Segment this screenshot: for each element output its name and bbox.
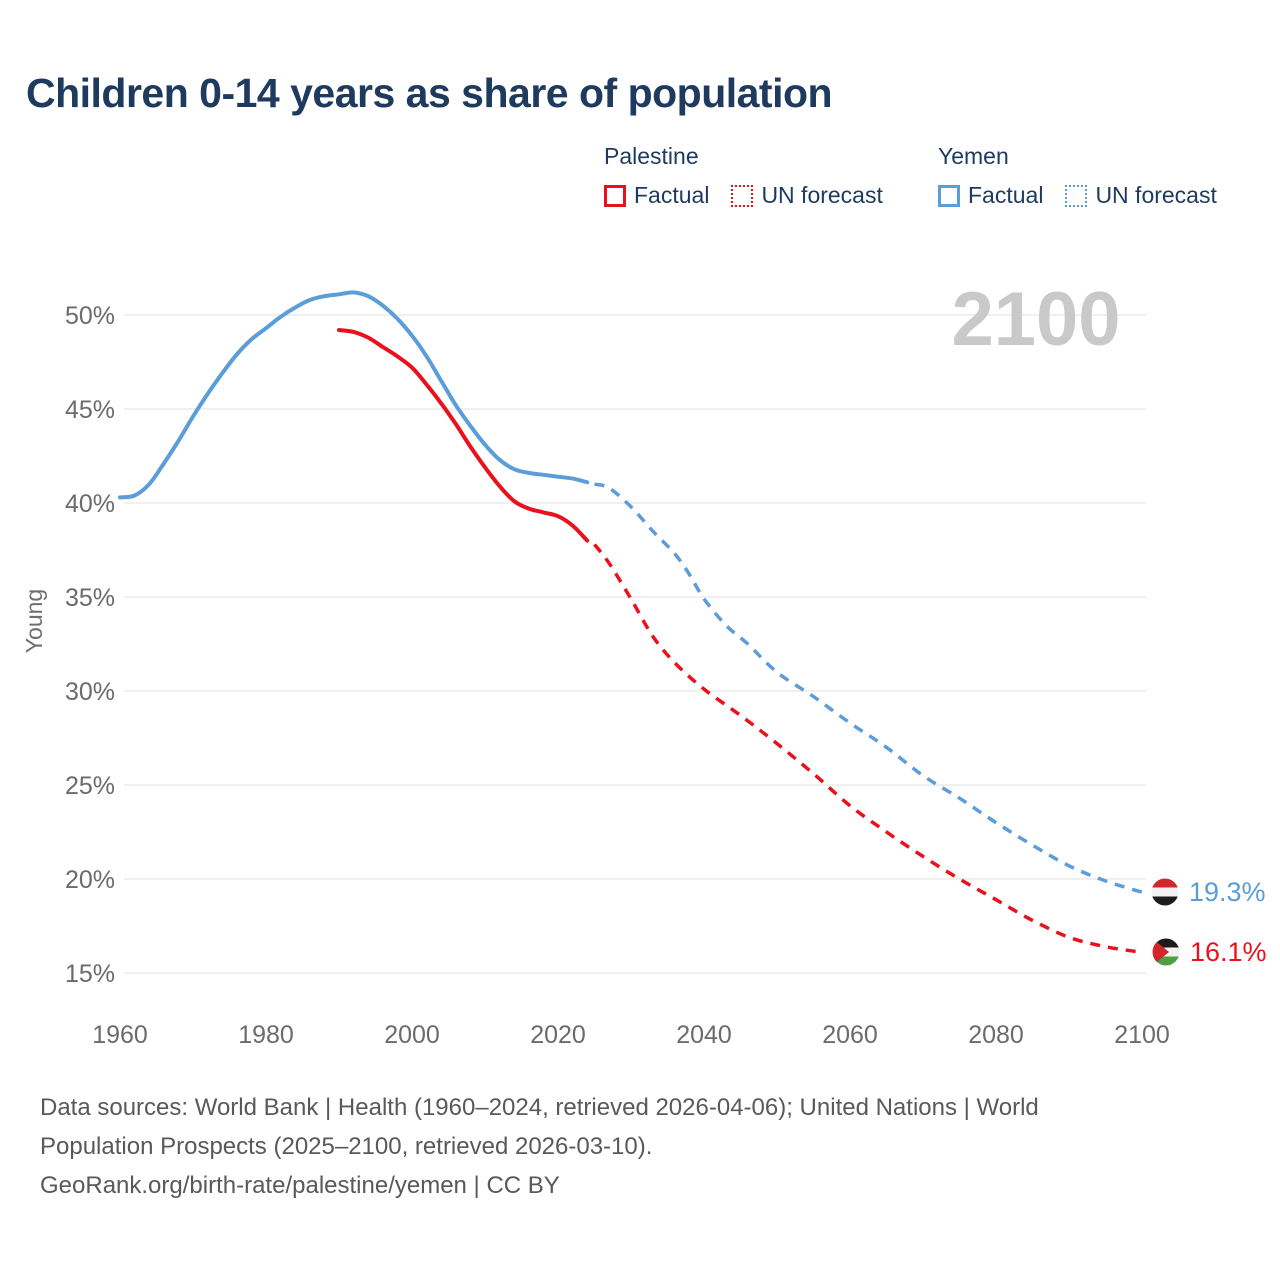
palestine-flag-icon [1152, 938, 1180, 966]
y-tick-label: 35% [65, 584, 115, 612]
palestine-end-value: 16.1% [1190, 937, 1267, 967]
y-tick-label: 15% [65, 960, 115, 988]
yemen-forecast-swatch-icon [1065, 184, 1088, 207]
legend-group-yemen: Yemen Factual UN forecast [938, 143, 1231, 209]
x-tick-label: 2060 [822, 1021, 878, 1049]
x-tick-label: 2020 [530, 1021, 586, 1049]
palestine-factual-swatch-icon [604, 184, 626, 207]
legend-item-palestine-forecast[interactable]: UN forecast [731, 182, 896, 209]
footer-line-sources-2: Population Prospects (2025–2100, retriev… [40, 1133, 653, 1160]
y-tick-label: 30% [65, 678, 115, 706]
y-axis-title: Young [21, 589, 47, 653]
series-palestine-forecast [593, 543, 1143, 955]
legend-country-yemen: Yemen [938, 143, 1009, 169]
series-yemen-forecast [594, 482, 1143, 894]
x-tick-label: 2080 [968, 1021, 1024, 1049]
page-title: Children 0-14 years as share of populati… [26, 70, 833, 116]
legend-country-palestine: Palestine [604, 143, 699, 169]
y-tick-label: 20% [65, 866, 115, 894]
y-tick-label: 50% [65, 302, 115, 330]
footer-line-attribution: GeoRank.org/birth-rate/palestine/yemen |… [40, 1172, 560, 1199]
legend-item-palestine-factual[interactable]: Factual [604, 182, 723, 209]
x-tick-label: 1960 [92, 1021, 148, 1049]
yemen-end-value: 19.3% [1189, 877, 1266, 907]
footer: Data sources: World Bank | Health (1960–… [40, 1088, 1039, 1205]
x-tick-label: 2000 [384, 1021, 440, 1049]
footer-line-sources: Data sources: World Bank | Health (1960–… [40, 1094, 1039, 1121]
palestine-forecast-swatch-icon [731, 184, 754, 207]
legend-item-yemen-forecast[interactable]: UN forecast [1065, 182, 1230, 209]
legend-label: Factual [634, 182, 710, 208]
x-tick-label: 2040 [676, 1021, 732, 1049]
legend-row-yemen: Factual UN forecast [938, 182, 1231, 209]
y-tick-label: 40% [65, 490, 115, 518]
series-layer [118, 290, 1143, 955]
y-tick-label: 25% [65, 772, 115, 800]
legend-label: UN forecast [761, 182, 883, 208]
x-tick-label: 1980 [238, 1021, 294, 1049]
yemen-flag-icon [1151, 878, 1179, 906]
yemen-factual-swatch-icon [938, 184, 960, 207]
series-yemen-factual [118, 290, 590, 500]
legend-row-palestine: Factual UN forecast [604, 182, 897, 209]
grid-layer: 50% 45% 40% 35% 30% 25% 20% 15% 1960 1980 2000 2020… [65, 302, 1170, 1049]
year-watermark: 2100 [951, 277, 1120, 362]
legend-label: Factual [968, 182, 1044, 208]
legend-label: UN forecast [1095, 182, 1217, 208]
series-palestine-factual [337, 328, 590, 543]
y-tick-label: 45% [65, 396, 115, 424]
x-tick-label: 2100 [1114, 1021, 1170, 1049]
legend-group-palestine: Palestine Factual UN forecast [604, 143, 897, 209]
legend-item-yemen-factual[interactable]: Factual [938, 182, 1057, 209]
